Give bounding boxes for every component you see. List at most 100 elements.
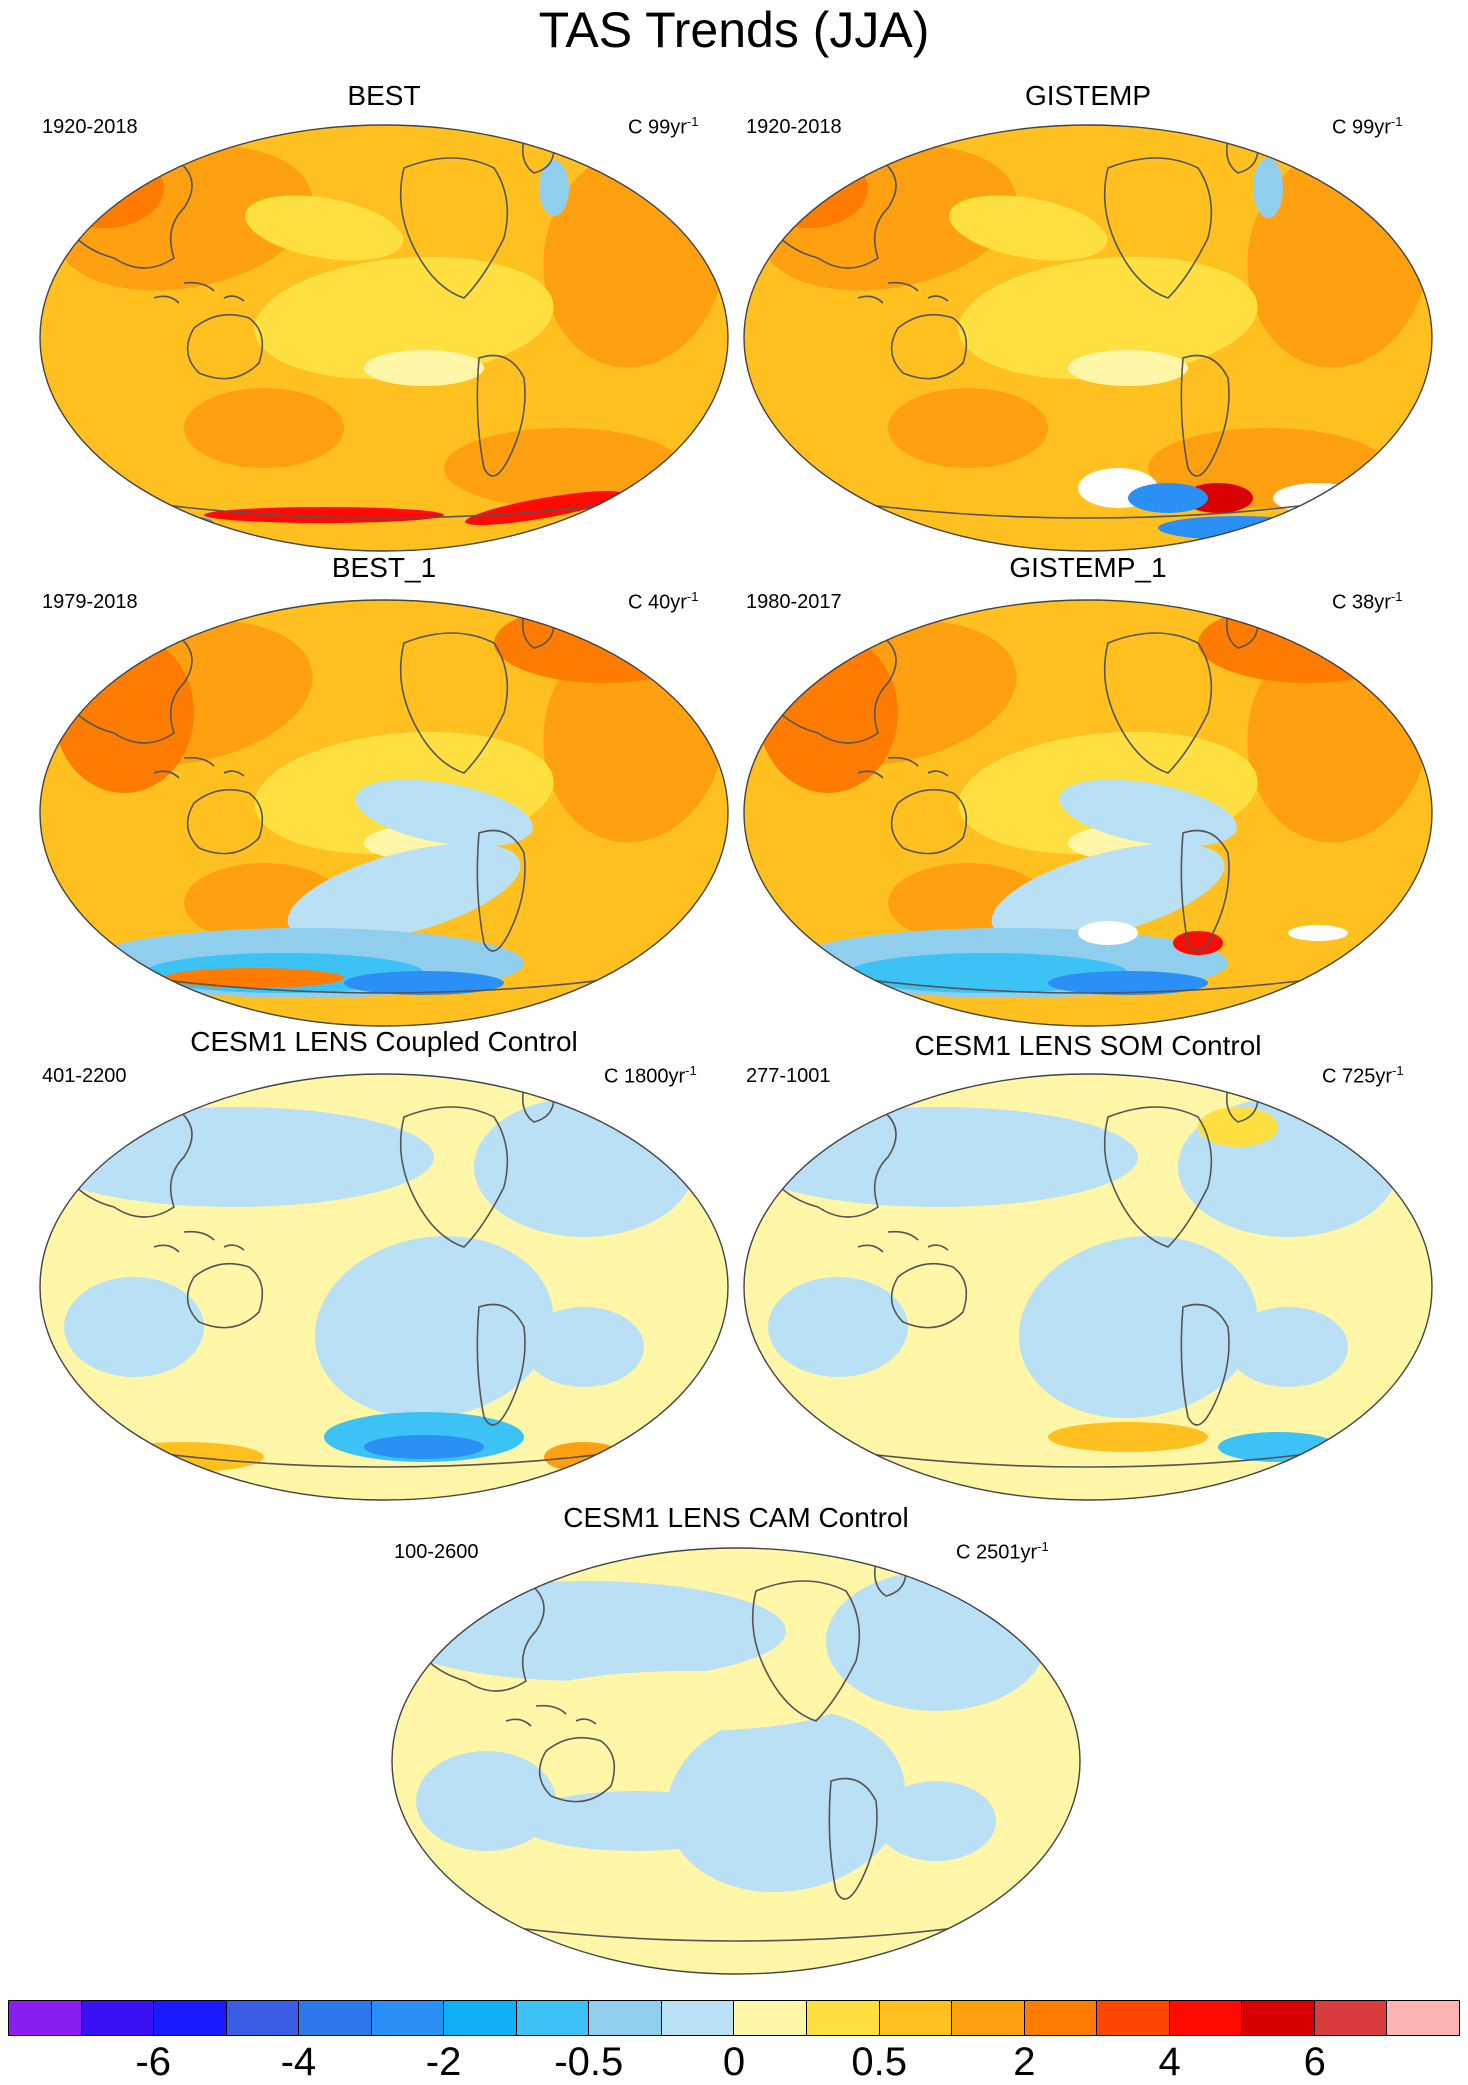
colorbar-tick-label: -2 [425, 2040, 462, 2084]
coastline-outline [1103, 1106, 1213, 1248]
weak-warming-region [949, 195, 1107, 261]
map-border [391, 1547, 1081, 1975]
coastline-outline [476, 1303, 526, 1426]
missing-data-region [1078, 921, 1138, 945]
cooling-region [876, 1781, 996, 1861]
cooling-region [314, 1235, 554, 1419]
coastline-outline [153, 1230, 245, 1253]
cooling-region [768, 1277, 908, 1377]
missing-data-region [1273, 483, 1363, 513]
colorbar-swatch [661, 2001, 735, 2035]
figure-title: TAS Trends (JJA) [538, 2, 930, 58]
panel-units: C 40yr-1 [628, 589, 699, 614]
weak-warming-region [1068, 350, 1188, 386]
strong-warming-region [1198, 603, 1418, 683]
coastline-outline [1103, 157, 1213, 299]
weak-warming-region [254, 256, 554, 380]
strong-warming-region [54, 633, 194, 793]
cooling-region [744, 1107, 1138, 1207]
coastline-outline [476, 354, 526, 477]
strong-cooling-region [344, 971, 504, 995]
cooling-region [666, 1709, 906, 1893]
panel-title: CESM1 LENS CAM Control [563, 1502, 909, 1533]
colorbar-swatch [1024, 2001, 1098, 2035]
colorbar-swatch [1169, 2001, 1243, 2035]
panel-period: 1920-2018 [42, 116, 138, 138]
colorbar-swatch [154, 2001, 227, 2035]
cooling-region [1018, 1235, 1258, 1419]
panel-units: C 2501yr-1 [956, 1539, 1049, 1564]
coastline-outline [1180, 1303, 1230, 1426]
trend-map [391, 1547, 1081, 1975]
panel-period: 1980-2017 [746, 591, 842, 613]
strong-warming-band [465, 490, 623, 526]
trend-map [39, 124, 729, 552]
colorbar-swatch [879, 2001, 953, 2035]
warming-region [184, 388, 344, 468]
coastline-outline [751, 1580, 861, 1722]
coastline-outline [1180, 354, 1230, 477]
cooling-region [64, 1277, 204, 1377]
cooling-region [524, 1307, 644, 1387]
missing-data-region [1288, 925, 1348, 941]
panel-title: BEST_1 [331, 552, 437, 583]
strong-warming-region [748, 148, 868, 228]
colorbar-swatch [1387, 2001, 1459, 2035]
colorbar-swatch [226, 2001, 300, 2035]
coastline-outline [890, 1262, 968, 1329]
weak-warming-region [364, 350, 484, 386]
coastline-outline [505, 1704, 597, 1727]
colorbar-swatch [81, 2001, 155, 2035]
strong-cooling-region [364, 1435, 484, 1459]
cooling-spot [134, 515, 214, 531]
panel-units: C 1800yr-1 [604, 1063, 697, 1088]
coastline-outline [153, 281, 245, 304]
colorbar-swatch [516, 2001, 590, 2035]
warming-region [1048, 1422, 1208, 1452]
map-border [39, 599, 729, 1027]
panel-units: C 725yr-1 [1322, 1063, 1404, 1088]
cooling-spot [1253, 158, 1283, 218]
colorbar-swatch [1097, 2001, 1170, 2035]
cooling-region [516, 1791, 756, 1851]
colorbar-swatch [807, 2001, 880, 2035]
strong-warming-region [494, 603, 714, 683]
colorbar-tick-label: -4 [280, 2040, 317, 2084]
colorbar-swatch [952, 2001, 1025, 2035]
colorbar-tick-label: 0 [722, 2040, 746, 2084]
strong-warming-spot [788, 978, 868, 1008]
coastline-outline [186, 313, 264, 380]
panel-title: GISTEMP [1024, 80, 1151, 111]
map-border [39, 124, 729, 552]
panel-units: C 99yr-1 [628, 114, 699, 139]
panel-period: 100-2600 [394, 1541, 479, 1563]
strong-warming-band [748, 511, 888, 535]
map-border [743, 599, 1433, 1027]
colorbar-swatch [9, 2001, 82, 2035]
weak-warming-region [526, 1671, 846, 1731]
cooling-region [40, 1107, 434, 1207]
panel-period: 401-2200 [42, 1065, 127, 1087]
colorbar-tick-label: 6 [1303, 2040, 1326, 2084]
colorbar-swatch [734, 2001, 808, 2035]
cooling-region [287, 843, 521, 943]
trend-map [743, 599, 1433, 1027]
colorbar-tick-label: 4 [1158, 2040, 1181, 2084]
weak-warming-region [245, 195, 403, 261]
coastline-outline [399, 1106, 509, 1248]
colorbar-tick-label: -0.5 [554, 2040, 624, 2084]
panel-title: BEST [347, 80, 421, 111]
cooling-region [1158, 516, 1318, 540]
weak-warming-region [958, 256, 1258, 380]
coastline-outline [153, 756, 245, 779]
strong-warming-region [758, 633, 898, 793]
colorbar-swatch [1242, 2001, 1315, 2035]
colorbar-swatch [444, 2001, 517, 2035]
trend-map [743, 1073, 1433, 1501]
strong-cooling-region [1048, 971, 1208, 995]
coastline-outline [890, 788, 968, 855]
panel-title: CESM1 LENS Coupled Control [190, 1026, 578, 1057]
coastline-outline [1180, 829, 1230, 952]
coastline-outline [186, 788, 264, 855]
coastline-outline [399, 632, 509, 774]
